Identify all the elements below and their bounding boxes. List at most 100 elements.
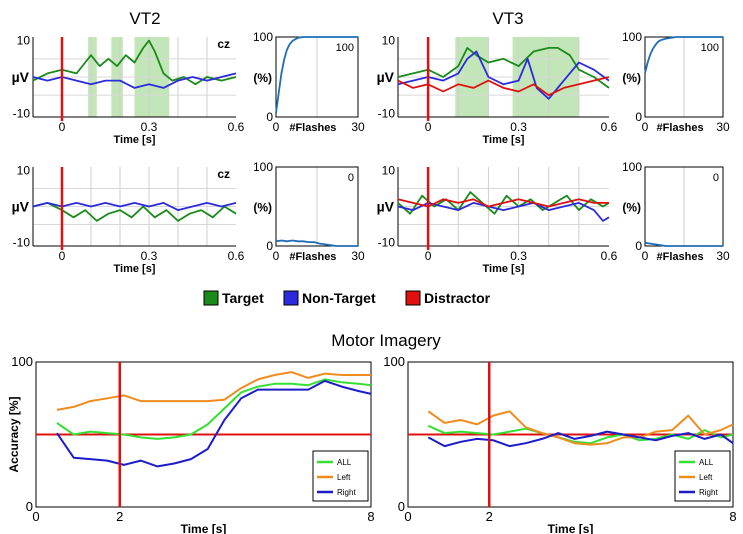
- series-line-left: [427, 410, 734, 446]
- x-axis-label: Time [s]: [483, 134, 525, 146]
- y-axis-label: µV: [377, 69, 395, 85]
- title-vt3: VT3: [492, 9, 523, 28]
- x-tick-label: 0.3: [141, 120, 158, 134]
- legend-swatch-target: [203, 290, 219, 306]
- mi-legend-label: ALL: [337, 458, 352, 467]
- x-axis-label: Time [s]: [181, 522, 227, 534]
- chart-vt2-acc-bottom: 0 30 100 0 #Flashes (%) 0: [253, 160, 365, 263]
- legend-label-non-target: Non-Target: [302, 290, 376, 306]
- accuracy-annotation: 100: [336, 42, 354, 54]
- accuracy-annotation: 0: [713, 172, 719, 184]
- chart-vt2-acc-top: 0 30 100 0 #Flashes (%) 100: [253, 30, 365, 134]
- series-line-right: [56, 379, 372, 468]
- legend-swatch-non-target: [283, 290, 299, 306]
- y-tick-label: 0: [266, 239, 273, 253]
- y-tick-label: 0: [398, 499, 405, 514]
- y-tick-label: 100: [253, 30, 273, 44]
- x-tick-label: 0: [273, 249, 280, 263]
- x-tick-label: 0.3: [510, 120, 527, 134]
- x-axis-label: Time [s]: [114, 134, 156, 146]
- x-tick-label: 0.3: [141, 249, 158, 263]
- y-axis-label: (%): [622, 71, 641, 85]
- y-tick-label: 0: [266, 110, 273, 124]
- x-tick-label: 0.6: [228, 249, 245, 263]
- chart-vt3-erp-top: 0 0.3 0.6 10 -10 Time [s] µV: [377, 34, 618, 146]
- x-tick-label: 8: [367, 509, 374, 524]
- mi-legend-label: Left: [699, 473, 713, 482]
- series-line-accuracy: [644, 36, 723, 74]
- chart-vt3-acc-bottom: 0 30 100 0 #Flashes (%) 0: [622, 160, 730, 263]
- legend-swatch-distractor: [405, 290, 421, 306]
- x-tick-label: 0: [273, 120, 280, 134]
- x-tick-label: 0: [425, 120, 432, 134]
- y-tick-label: -10: [378, 106, 396, 120]
- series-line-non-target: [397, 201, 610, 222]
- y-tick-label: 0: [635, 239, 642, 253]
- series-line-non-target: [397, 50, 610, 100]
- y-axis-label: Accuracy [%]: [7, 396, 21, 472]
- mi-legend-label: Left: [337, 473, 351, 482]
- x-tick-label: 0: [32, 509, 39, 524]
- channel-label: cz: [217, 167, 230, 181]
- x-tick-label: 0.6: [228, 120, 245, 134]
- x-tick-label: 0.6: [601, 249, 618, 263]
- y-tick-label: 0: [635, 110, 642, 124]
- y-tick-label: -10: [13, 235, 31, 249]
- y-tick-label: -10: [13, 106, 31, 120]
- mi-legend-label: ALL: [699, 458, 714, 467]
- x-tick-label: 30: [351, 249, 365, 263]
- y-axis-label: µV: [12, 69, 30, 85]
- series-line-distractor: [397, 76, 610, 97]
- title-motor-imagery: Motor Imagery: [331, 331, 441, 350]
- y-axis-label: (%): [253, 71, 272, 85]
- x-axis-label: #Flashes: [289, 251, 336, 263]
- x-tick-label: 2: [486, 509, 493, 524]
- series-line-target: [397, 191, 610, 215]
- y-tick-label: 100: [11, 354, 33, 369]
- chart-mi-left: 0 2 8 100 0 Time [s] Accuracy [%] ALL Left Right: [7, 354, 375, 534]
- channel-label: cz: [217, 37, 230, 51]
- y-tick-label: 100: [622, 30, 642, 44]
- x-tick-label: 0: [59, 120, 66, 134]
- x-tick-label: 30: [716, 249, 730, 263]
- y-tick-label: 100: [383, 354, 405, 369]
- y-axis-label: (%): [253, 201, 272, 215]
- y-axis-label: (%): [622, 201, 641, 215]
- series-line-distractor: [397, 198, 609, 208]
- series-line-all: [427, 424, 734, 445]
- x-axis-label: Time [s]: [114, 263, 156, 275]
- x-axis-label: Time [s]: [548, 522, 594, 534]
- x-axis-label: #Flashes: [657, 251, 704, 263]
- series-line-target: [32, 201, 237, 222]
- x-tick-label: 30: [351, 120, 365, 134]
- series-line-right: [427, 430, 734, 448]
- series-line-target: [32, 39, 237, 86]
- title-vt2: VT2: [129, 9, 160, 28]
- accuracy-annotation: 100: [701, 42, 719, 54]
- x-tick-label: 0.6: [601, 120, 618, 134]
- x-axis-label: #Flashes: [289, 122, 336, 134]
- chart-vt2-erp-bottom: 0 0.3 0.6 10 -10 Time [s] µV cz: [12, 164, 245, 275]
- x-tick-label: 0: [404, 509, 411, 524]
- y-tick-label: 100: [622, 160, 642, 174]
- x-tick-label: 0: [59, 249, 66, 263]
- chart-mi-right: 0 2 8 100 0 Time [s] ALL Left Right: [383, 354, 736, 534]
- chart-vt2-erp-top: 0 0.3 0.6 10 -10 Time [s] µV cz: [12, 34, 245, 146]
- legend-label-target: Target: [222, 290, 264, 306]
- mi-legend-label: Right: [337, 488, 356, 497]
- series-line-left: [56, 371, 371, 411]
- y-tick-label: 10: [382, 164, 396, 178]
- series-line-all: [56, 378, 372, 440]
- series-line-non-target: [32, 201, 237, 212]
- accuracy-annotation: 0: [348, 172, 354, 184]
- series-line-non-target: [32, 72, 237, 89]
- y-axis-label: µV: [12, 199, 30, 215]
- y-tick-label: 100: [253, 160, 273, 174]
- y-tick-label: 10: [17, 164, 31, 178]
- mi-legend-label: Right: [699, 488, 718, 497]
- x-tick-label: 30: [716, 120, 730, 134]
- legend: Target Non-Target Distractor: [203, 290, 491, 306]
- x-tick-label: 0: [642, 249, 649, 263]
- series-line-accuracy: [275, 239, 358, 247]
